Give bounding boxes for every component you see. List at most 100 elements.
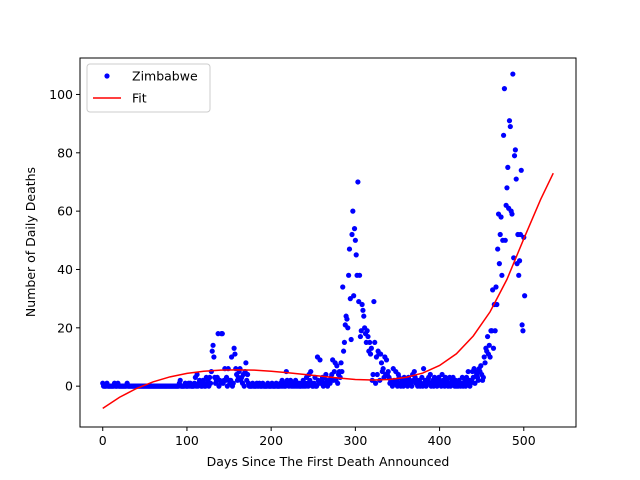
data-point bbox=[365, 333, 371, 340]
data-point bbox=[520, 328, 526, 334]
data-point bbox=[378, 351, 384, 357]
data-point bbox=[228, 354, 235, 360]
data-point bbox=[522, 293, 528, 299]
data-point bbox=[340, 284, 346, 290]
data-point bbox=[517, 231, 524, 238]
data-point bbox=[486, 342, 492, 348]
data-point bbox=[478, 363, 484, 369]
data-point bbox=[505, 164, 511, 170]
data-point bbox=[372, 380, 379, 386]
data-point bbox=[475, 377, 481, 383]
data-point bbox=[244, 371, 251, 378]
data-point bbox=[353, 252, 359, 258]
data-point bbox=[470, 374, 476, 381]
plot-background bbox=[80, 58, 576, 427]
data-point bbox=[411, 368, 417, 375]
data-point bbox=[372, 339, 378, 346]
y-tick-label: 0 bbox=[65, 379, 73, 394]
data-point bbox=[368, 345, 374, 351]
data-point bbox=[305, 383, 311, 389]
data-point bbox=[492, 328, 498, 334]
data-point bbox=[385, 368, 391, 375]
data-point bbox=[512, 147, 518, 153]
data-point bbox=[484, 333, 491, 340]
data-point bbox=[355, 179, 361, 185]
data-point bbox=[465, 368, 471, 375]
data-point bbox=[507, 123, 513, 130]
data-point bbox=[490, 345, 497, 351]
data-point bbox=[317, 357, 323, 363]
data-point bbox=[499, 272, 505, 278]
data-point bbox=[346, 246, 353, 252]
data-point bbox=[243, 360, 249, 366]
data-point bbox=[211, 354, 217, 360]
data-point bbox=[509, 211, 515, 217]
data-point bbox=[419, 374, 425, 381]
data-point bbox=[177, 377, 183, 383]
data-point bbox=[518, 167, 524, 173]
x-tick-label: 300 bbox=[343, 433, 367, 448]
data-point bbox=[504, 185, 510, 191]
data-point bbox=[231, 345, 237, 351]
data-point bbox=[487, 354, 493, 360]
x-tick-label: 400 bbox=[428, 433, 452, 448]
data-point bbox=[351, 226, 358, 232]
fit-series bbox=[102, 172, 554, 409]
data-point bbox=[519, 322, 525, 328]
plot-area bbox=[80, 58, 576, 427]
x-tick-label: 500 bbox=[512, 433, 536, 448]
data-point bbox=[356, 298, 362, 305]
data-point bbox=[380, 366, 386, 372]
data-point bbox=[510, 71, 516, 77]
data-point bbox=[374, 371, 380, 378]
data-point bbox=[207, 374, 213, 381]
x-axis-label: Days Since The First Death Announced bbox=[207, 454, 450, 469]
y-tick-label: 60 bbox=[57, 204, 73, 219]
data-point bbox=[361, 313, 367, 319]
x-axis: 0 100 200 300 400 500 bbox=[99, 427, 536, 448]
data-point bbox=[490, 287, 496, 293]
data-point bbox=[409, 383, 415, 389]
data-point bbox=[331, 368, 337, 375]
data-point bbox=[349, 231, 355, 238]
data-point bbox=[232, 351, 238, 357]
data-point bbox=[241, 383, 247, 389]
data-point bbox=[472, 380, 478, 386]
data-point bbox=[439, 371, 445, 378]
data-point bbox=[496, 261, 502, 267]
data-point bbox=[378, 360, 385, 366]
data-point bbox=[506, 118, 513, 124]
data-point bbox=[497, 231, 503, 238]
legend-label-fit: Fit bbox=[132, 91, 147, 106]
data-point bbox=[357, 333, 364, 340]
data-point bbox=[513, 176, 519, 182]
data-point bbox=[207, 380, 214, 386]
data-point bbox=[327, 380, 333, 386]
y-axis: 0 20 40 60 80 100 bbox=[49, 87, 80, 394]
data-point bbox=[383, 357, 390, 363]
data-point bbox=[194, 371, 200, 378]
data-point bbox=[348, 336, 354, 343]
data-point bbox=[341, 339, 348, 346]
data-point bbox=[480, 374, 486, 381]
plot-frame bbox=[79, 57, 577, 428]
x-tick-label: 200 bbox=[259, 433, 283, 448]
data-point bbox=[427, 371, 433, 378]
data-point bbox=[340, 348, 347, 354]
y-axis-label: Number of Daily Deaths bbox=[23, 167, 38, 317]
data-point bbox=[209, 348, 215, 354]
data-point bbox=[482, 360, 488, 366]
data-point bbox=[494, 301, 500, 308]
data-point bbox=[359, 301, 365, 308]
data-point bbox=[502, 237, 508, 243]
data-point bbox=[356, 272, 363, 278]
y-tick-label: 100 bbox=[49, 87, 73, 102]
x-tick-label: 100 bbox=[175, 433, 199, 448]
data-point bbox=[351, 293, 357, 299]
y-tick-label: 20 bbox=[57, 320, 73, 335]
data-point bbox=[498, 214, 504, 220]
x-tick-label: 0 bbox=[99, 433, 107, 448]
data-point bbox=[367, 339, 373, 346]
data-point bbox=[210, 342, 216, 348]
